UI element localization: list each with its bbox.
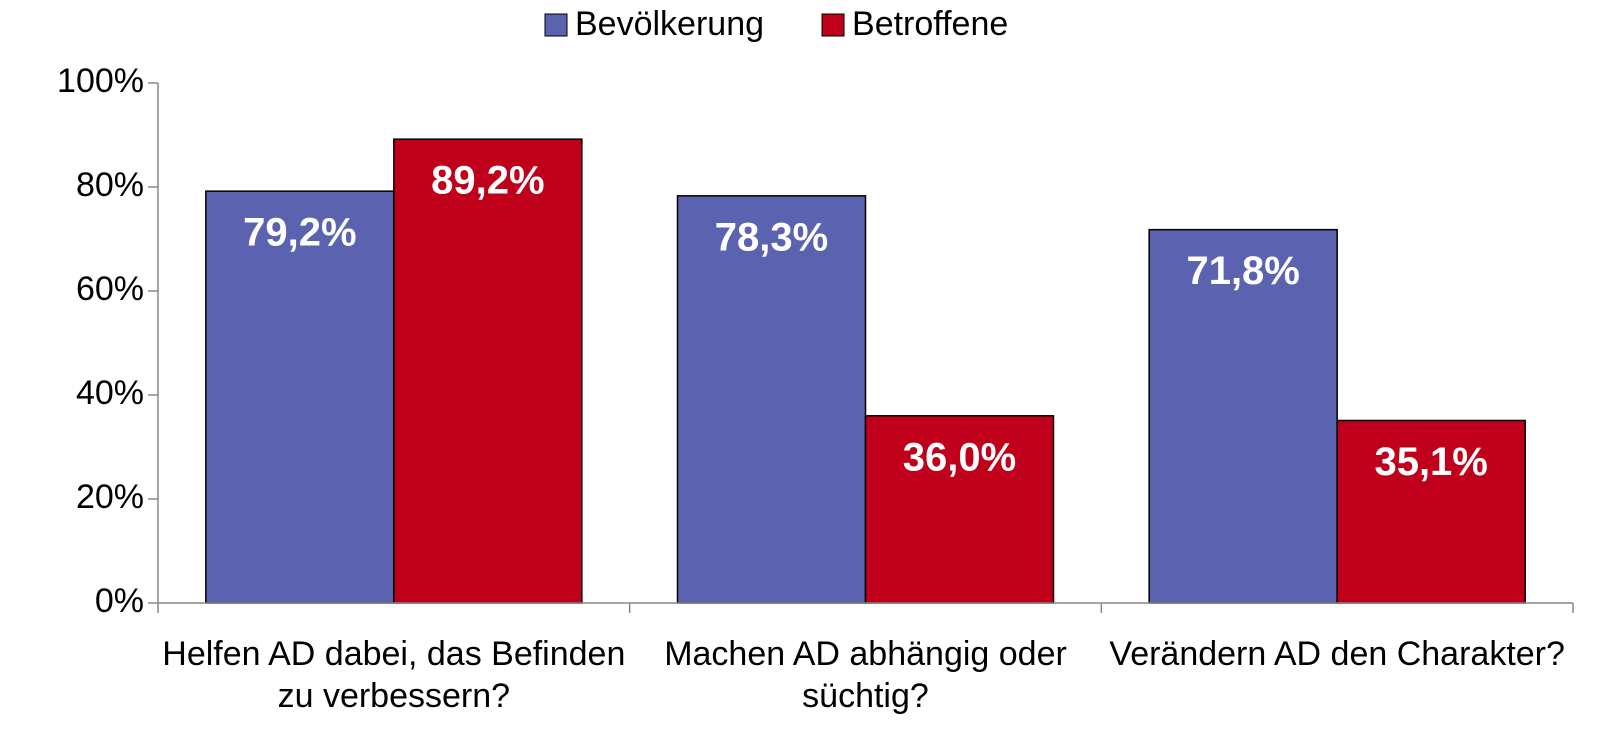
data-label: 35,1%	[1374, 440, 1487, 484]
data-label: 36,0%	[903, 435, 1016, 479]
bar	[864, 415, 1055, 604]
bar	[1148, 228, 1338, 604]
bar	[1336, 419, 1526, 604]
bar	[205, 190, 395, 604]
x-tick-label: Verändern AD den Charakter?	[1109, 635, 1565, 673]
y-tick-label: 100%	[57, 62, 144, 100]
x-tick-label: Helfen AD dabei, das Befinden zu verbess…	[162, 635, 626, 715]
legend-label: Bevölkerung	[575, 5, 764, 43]
y-tick-label: 80%	[76, 166, 144, 204]
data-label: 78,3%	[715, 215, 828, 259]
data-label: 79,2%	[243, 211, 356, 255]
x-tick-label: Machen AD abhängig oder süchtig?	[664, 635, 1067, 715]
bar	[393, 138, 583, 604]
y-tick-label: 40%	[76, 374, 144, 412]
y-tick-label: 20%	[76, 478, 144, 516]
legend-label: Betroffene	[852, 5, 1008, 43]
legend-swatch	[544, 13, 568, 37]
legend-swatch	[821, 13, 845, 37]
bar	[676, 195, 867, 604]
data-label: 89,2%	[431, 159, 544, 203]
data-label: 71,8%	[1186, 249, 1299, 293]
y-tick-label: 60%	[76, 270, 144, 308]
y-tick-label: 0%	[95, 582, 144, 620]
